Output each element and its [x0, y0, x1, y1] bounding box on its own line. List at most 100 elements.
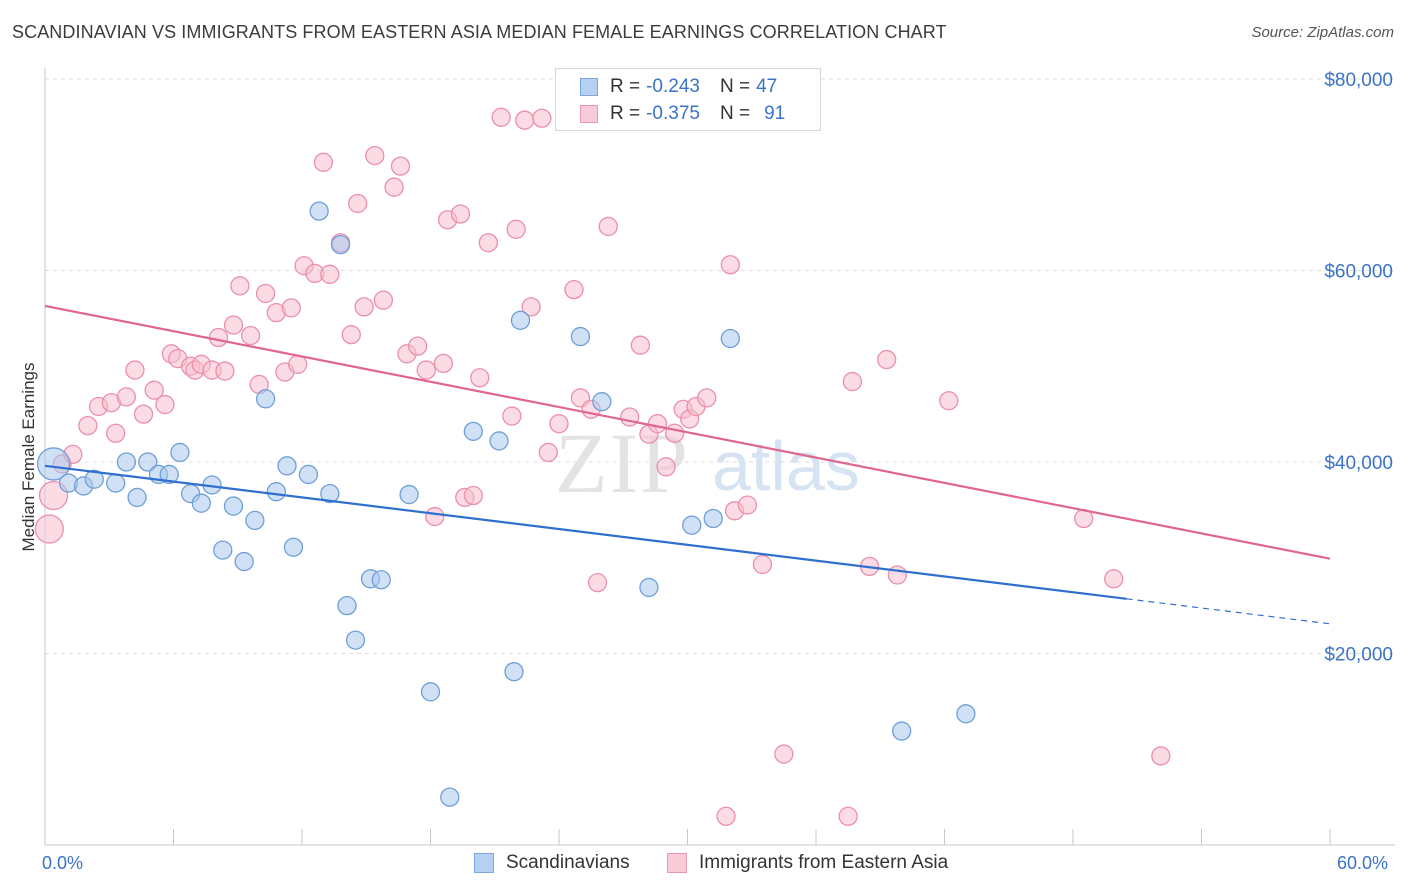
legend-n-label: N =	[719, 103, 751, 124]
point-immigrants	[1151, 746, 1171, 766]
point-scandinavians	[106, 473, 126, 493]
point-immigrants	[384, 177, 404, 197]
point-scandinavians	[399, 484, 419, 505]
trend-line-scandinavians	[44, 464, 1127, 600]
point-immigrants	[223, 315, 244, 335]
point-immigrants	[598, 216, 618, 237]
series-scandinavians-points	[36, 201, 976, 807]
point-scandinavians	[463, 421, 483, 442]
point-scandinavians	[510, 310, 531, 330]
point-immigrants	[208, 327, 229, 348]
point-immigrants	[354, 297, 374, 317]
point-immigrants	[665, 423, 685, 443]
point-immigrants	[348, 193, 368, 214]
point-scandinavians	[371, 570, 391, 590]
point-immigrants	[230, 276, 250, 296]
point-scandinavians	[159, 464, 179, 485]
point-immigrants	[106, 423, 126, 443]
point-immigrants	[838, 806, 858, 826]
point-scandinavians	[309, 201, 329, 221]
watermark-atlas: atlas	[712, 427, 860, 505]
point-immigrants	[939, 391, 959, 411]
point-immigrants	[433, 353, 454, 374]
point-immigrants	[532, 108, 552, 128]
legend-row-scandinavians: R = -0.243 N = 47	[580, 74, 777, 100]
point-immigrants	[416, 360, 436, 380]
legend-r-label: R =	[610, 103, 641, 124]
point-scandinavians	[330, 234, 351, 255]
point-immigrants	[365, 145, 385, 166]
point-immigrants	[521, 297, 541, 317]
point-scandinavians	[298, 464, 319, 485]
point-scandinavians	[720, 328, 740, 349]
point-scandinavians	[320, 483, 340, 504]
point-scandinavians	[956, 704, 976, 724]
bottom-legend-scandinavians: Scandinavians	[474, 852, 630, 874]
legend-n-value: 91	[764, 103, 786, 124]
point-immigrants	[774, 744, 794, 764]
point-immigrants	[752, 554, 773, 575]
point-immigrants	[116, 387, 137, 407]
point-immigrants	[491, 107, 511, 127]
point-immigrants	[407, 336, 428, 356]
y-axis-label: Median Female Earnings	[19, 362, 38, 552]
point-immigrants	[144, 380, 164, 400]
point-scandinavians	[504, 662, 524, 682]
point-immigrants	[288, 354, 308, 374]
point-immigrants	[478, 233, 498, 253]
point-immigrants	[720, 255, 740, 275]
point-immigrants	[887, 565, 908, 585]
point-immigrants	[281, 298, 301, 318]
series-immigrants-points	[34, 107, 1171, 826]
point-scandinavians	[703, 508, 723, 529]
point-scandinavians	[337, 595, 357, 616]
point-immigrants	[240, 325, 261, 346]
legend-r-label: R =	[610, 76, 641, 97]
point-scandinavians	[234, 551, 254, 572]
point-immigrants	[647, 414, 668, 434]
point-immigrants	[515, 110, 535, 130]
point-immigrants	[470, 368, 490, 388]
watermark: ZIP atlas	[555, 415, 860, 511]
point-scandinavians	[245, 510, 265, 531]
point-scandinavians	[213, 540, 233, 560]
trend-line-scandinavians-dashed	[1126, 598, 1331, 625]
point-immigrants	[38, 480, 69, 511]
source-label: Source: ZipAtlas.com	[1251, 24, 1394, 41]
point-scandinavians	[127, 487, 147, 508]
point-scandinavians	[570, 326, 591, 347]
point-scandinavians	[36, 447, 71, 481]
legend: R = -0.243 N = 47 R = -0.375 N = 91	[555, 68, 821, 131]
y-tick-labels: $20,000 $40,000 $60,000 $80,000	[1324, 70, 1393, 666]
point-immigrants	[564, 279, 584, 300]
point-scandinavians	[682, 515, 702, 535]
point-scandinavians	[170, 442, 190, 463]
point-immigrants	[502, 406, 522, 426]
point-scandinavians	[283, 537, 304, 557]
point-immigrants	[215, 361, 235, 381]
point-scandinavians	[420, 682, 441, 702]
point-immigrants	[656, 457, 676, 477]
point-immigrants	[506, 219, 526, 239]
point-immigrants	[587, 572, 608, 593]
point-scandinavians	[345, 630, 366, 650]
point-immigrants	[255, 283, 276, 304]
point-scandinavians	[440, 787, 460, 807]
point-immigrants	[125, 360, 145, 380]
point-immigrants	[697, 388, 717, 408]
point-immigrants	[390, 156, 411, 176]
point-immigrants	[78, 415, 98, 436]
legend-r-value: -0.375	[646, 103, 700, 124]
y-tick-label: $80,000	[1324, 70, 1393, 91]
point-immigrants	[463, 485, 483, 506]
point-immigrants	[1104, 569, 1124, 589]
point-immigrants	[716, 806, 736, 826]
point-scandinavians	[191, 493, 211, 513]
legend-swatch-pink	[580, 105, 598, 123]
point-scandinavians	[84, 469, 104, 489]
legend-swatch-blue	[580, 78, 598, 96]
bottom-legend: Scandinavians Immigrants from Eastern As…	[0, 852, 1406, 878]
point-scandinavians	[592, 392, 612, 412]
point-scandinavians	[223, 496, 244, 516]
